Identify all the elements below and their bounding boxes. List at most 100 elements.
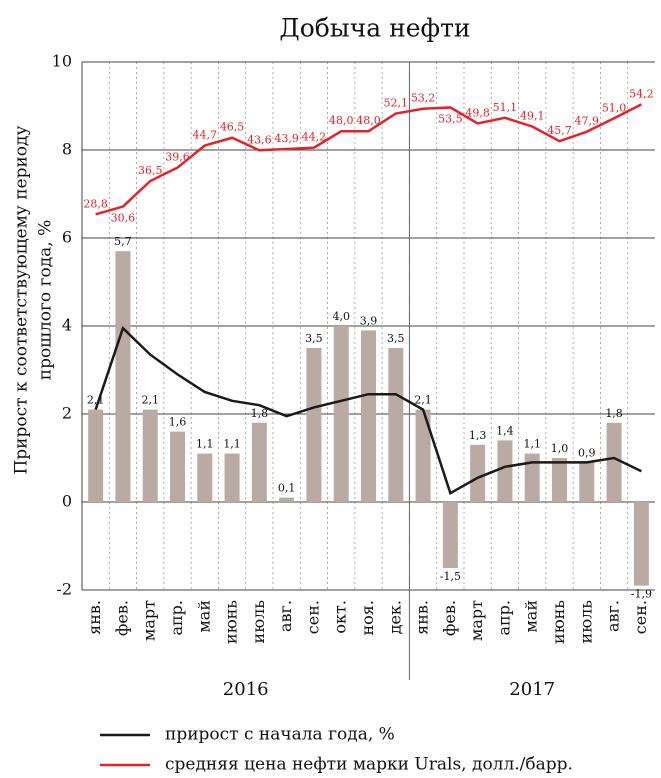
bar-value-label: 5,7 [114,235,132,248]
bar-value-label: 1,0 [551,442,569,455]
x-tick-label: апр. [167,600,186,636]
bar [88,409,104,502]
bar-value-label: -1,9 [631,588,652,601]
bar [333,326,349,502]
bar [388,348,404,502]
series-line [95,103,642,216]
y-tick-label: 6 [62,228,72,247]
bar-value-label: 3,5 [305,332,323,345]
x-tick-label: май [522,600,541,633]
y-axis-label: Прирост к соответствующему периоду [12,125,32,474]
line-value-label: 43,6 [247,133,272,146]
legend-label: прирост с начала года, % [165,725,395,745]
line-value-label: 52,1 [384,97,409,110]
bar [197,453,213,502]
year-label: 2016 [223,679,269,700]
legend-label: средняя цена нефти марки Urals, долл./ба… [165,755,573,775]
bar [497,440,513,502]
x-tick-label: фев. [440,600,459,636]
bar-value-label: 2,1 [87,394,105,407]
x-tick-label: апр. [494,600,513,636]
x-tick-label: фев. [112,600,131,636]
bar-value-label: 4,0 [332,310,350,323]
bar [579,462,595,502]
x-tick-label: дек. [385,600,404,634]
bar [606,422,622,502]
line-value-label: 51,1 [493,101,518,114]
line-value-label: 53,5 [438,112,463,125]
line-value-label: 45,7 [547,124,572,137]
y-axis-label: прошлого года, % [36,220,56,381]
bar-value-label: 1,4 [496,424,514,437]
bar-value-label: 1,1 [196,438,214,451]
line-value-label: 46,5 [220,121,245,134]
y-tick-label: 4 [62,316,72,335]
x-tick-label: май [194,600,213,633]
x-tick-label: окт. [331,600,350,634]
bar-value-label: 1,3 [469,429,487,442]
bar-value-label: 2,1 [414,394,432,407]
bar-value-label: 0,9 [578,446,596,459]
series-line [94,325,642,496]
bar [170,431,185,502]
line-value-label: 49,8 [465,106,490,119]
line-value-label: 36,5 [138,164,163,177]
bar-value-label: 3,9 [360,314,378,327]
year-label: 2017 [509,679,555,700]
bar [251,422,267,502]
line-value-label: 44,2 [302,131,327,144]
bar [306,348,322,502]
y-tick-label: -2 [56,580,72,599]
line-value-label: 44,7 [193,129,218,142]
bar [470,444,486,502]
bar-value-label: 1,8 [251,407,269,420]
bar [115,251,131,502]
bar-value-label: 1,1 [523,438,541,451]
bar-value-label: 2,1 [141,394,159,407]
x-tick-label: март [467,600,486,641]
line-value-label: 49,1 [520,109,545,122]
y-tick-label: 8 [62,140,72,159]
line-value-label: 48,0 [329,114,354,127]
line-value-label: 47,9 [575,115,600,128]
x-tick-label: сен. [631,600,650,634]
x-tick-label: март [140,600,159,641]
bar-value-label: 0,1 [278,482,296,495]
bar-value-label: -1,5 [440,570,461,583]
line-value-label: 43,9 [274,132,299,145]
bar-value-label: 3,5 [387,332,405,345]
x-tick-label: авг. [276,600,295,632]
line-value-label: 28,8 [83,197,108,210]
line-value-label: 30,6 [111,212,136,225]
x-tick-label: янв. [413,600,432,635]
chart-title: Добыча нефти [279,14,470,43]
bar [633,502,649,586]
line-value-label: 54,2 [629,87,654,100]
bar [279,497,295,502]
line-value-label: 48,0 [356,114,381,127]
line-value-label: 39,6 [165,151,190,164]
y-tick-label: 2 [62,404,72,423]
x-tick-label: июнь [549,600,568,644]
bar [224,453,240,502]
bar [415,409,431,502]
bar [361,330,376,502]
bar [442,502,458,568]
line-value-label: 51,0 [602,101,627,114]
x-tick-label: янв. [85,600,104,635]
x-tick-label: июнь [222,600,241,644]
bar [524,453,540,502]
bar [552,458,567,502]
bar [142,409,158,502]
x-tick-label: июль [249,600,268,644]
x-tick-label: сен. [303,600,322,634]
x-tick-label: июль [576,600,595,644]
x-tick-label: ноя. [358,600,377,635]
line-value-label: 53,2 [411,92,436,105]
bar-value-label: 1,8 [605,407,623,420]
y-tick-label: 10 [52,52,72,71]
bar-value-label: 1,6 [169,416,187,429]
bar-value-label: 1,1 [223,438,241,451]
y-tick-label: 0 [62,492,72,511]
